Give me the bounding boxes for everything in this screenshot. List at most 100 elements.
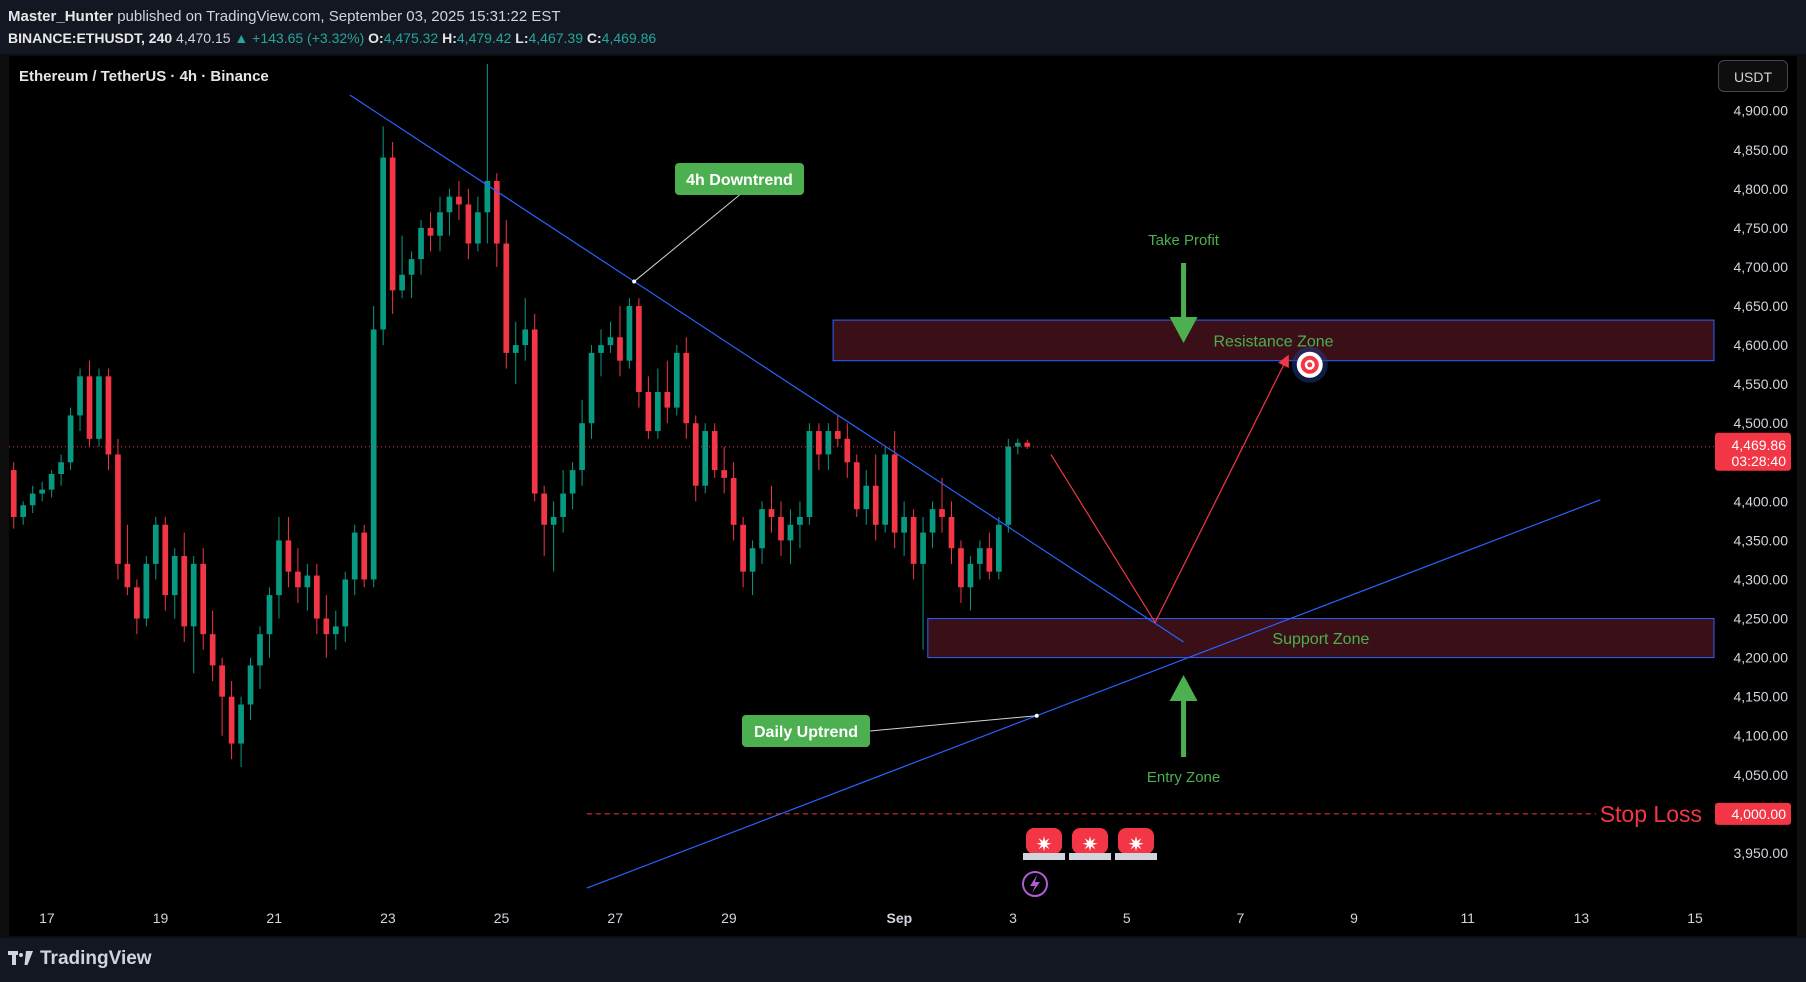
candle[interactable] — [986, 532, 993, 580]
candle[interactable] — [740, 516, 746, 588]
candle[interactable] — [948, 501, 955, 564]
candle[interactable] — [67, 407, 74, 471]
candle[interactable] — [228, 681, 235, 760]
candle[interactable] — [1024, 439, 1031, 449]
candle[interactable] — [891, 431, 898, 549]
alert-siren-icon[interactable]: ✷ — [1023, 828, 1065, 860]
candle[interactable] — [361, 524, 368, 588]
alert-siren-icon[interactable]: ✷ — [1069, 828, 1111, 860]
candle[interactable] — [465, 188, 472, 260]
downtrend-callout-box[interactable] — [675, 163, 804, 195]
author-name[interactable]: Master_Hunter — [8, 8, 114, 25]
alert-siren-icon[interactable]: ✷ — [1115, 828, 1157, 860]
candle[interactable] — [607, 321, 614, 353]
candle[interactable] — [484, 63, 491, 244]
candle[interactable] — [778, 501, 784, 557]
candle[interactable] — [673, 345, 680, 416]
candle[interactable] — [598, 329, 604, 377]
candle[interactable] — [380, 126, 386, 346]
candle[interactable] — [977, 540, 983, 580]
candle[interactable] — [655, 368, 661, 439]
candle[interactable] — [579, 399, 585, 486]
candle[interactable] — [1005, 438, 1012, 533]
projection-path[interactable] — [1050, 354, 1289, 624]
candle[interactable] — [152, 516, 159, 580]
candle[interactable] — [48, 470, 55, 498]
candle[interactable] — [408, 251, 415, 299]
lightning-icon[interactable] — [1022, 871, 1048, 897]
candle[interactable] — [797, 501, 803, 549]
candle[interactable] — [437, 196, 443, 252]
candle[interactable] — [124, 524, 131, 596]
candle[interactable] — [399, 235, 405, 299]
candle[interactable] — [550, 501, 557, 572]
candle[interactable] — [967, 556, 974, 611]
candle[interactable] — [181, 532, 188, 642]
candle[interactable] — [238, 696, 244, 767]
candle[interactable] — [683, 337, 690, 439]
candle[interactable] — [626, 298, 633, 369]
uptrend-callout-box[interactable] — [742, 715, 870, 747]
candle[interactable] — [200, 548, 207, 650]
candle[interactable] — [266, 587, 273, 658]
candle[interactable] — [493, 173, 500, 267]
candle[interactable] — [806, 423, 813, 525]
candle[interactable] — [730, 462, 737, 541]
candle[interactable] — [332, 610, 339, 650]
candle[interactable] — [863, 470, 870, 525]
candle[interactable] — [10, 462, 17, 529]
candle[interactable] — [560, 470, 566, 533]
candle[interactable] — [77, 368, 83, 432]
candle[interactable] — [996, 516, 1002, 580]
candle[interactable] — [134, 579, 140, 635]
candle[interactable] — [427, 212, 434, 252]
candle[interactable] — [759, 501, 765, 564]
candle[interactable] — [456, 181, 462, 221]
candle[interactable] — [664, 360, 671, 424]
candle[interactable] — [853, 454, 860, 517]
trendline[interactable] — [349, 94, 1184, 643]
zone-rect[interactable] — [832, 319, 1715, 362]
candle[interactable] — [910, 509, 917, 580]
candle[interactable] — [314, 563, 320, 635]
candle[interactable] — [522, 298, 529, 361]
candle[interactable] — [929, 501, 936, 549]
candle[interactable] — [209, 610, 216, 682]
candle[interactable] — [636, 298, 642, 408]
candle[interactable] — [617, 306, 623, 377]
candle[interactable] — [29, 485, 36, 514]
candle[interactable] — [569, 462, 576, 510]
candle[interactable] — [531, 313, 538, 502]
tradingview-logo[interactable]: TradingView — [8, 948, 152, 970]
candle[interactable] — [702, 423, 709, 494]
candle[interactable] — [541, 485, 548, 557]
candle[interactable] — [711, 423, 718, 478]
candle[interactable] — [882, 446, 889, 533]
candle[interactable] — [323, 595, 330, 658]
candle[interactable] — [512, 321, 519, 385]
zone-rect[interactable] — [927, 618, 1715, 659]
candle[interactable] — [939, 477, 945, 533]
candle[interactable] — [171, 548, 178, 619]
candle[interactable] — [645, 376, 652, 439]
candle[interactable] — [692, 415, 699, 502]
chart-area[interactable] — [9, 56, 1797, 936]
candle[interactable] — [276, 516, 282, 619]
trendline[interactable] — [586, 499, 1601, 889]
candle[interactable] — [86, 360, 93, 447]
candle[interactable] — [257, 626, 263, 689]
candle[interactable] — [162, 516, 169, 611]
candle[interactable] — [503, 220, 510, 369]
candle[interactable] — [58, 454, 64, 486]
candle[interactable] — [304, 563, 311, 611]
candle[interactable] — [749, 540, 756, 596]
candle[interactable] — [219, 657, 225, 736]
candle[interactable] — [920, 516, 926, 650]
candle[interactable] — [901, 501, 907, 557]
currency-button[interactable]: USDT — [1718, 60, 1788, 92]
candle[interactable] — [446, 188, 453, 236]
candle[interactable] — [834, 415, 841, 447]
candle[interactable] — [115, 438, 121, 580]
candle[interactable] — [247, 657, 254, 721]
